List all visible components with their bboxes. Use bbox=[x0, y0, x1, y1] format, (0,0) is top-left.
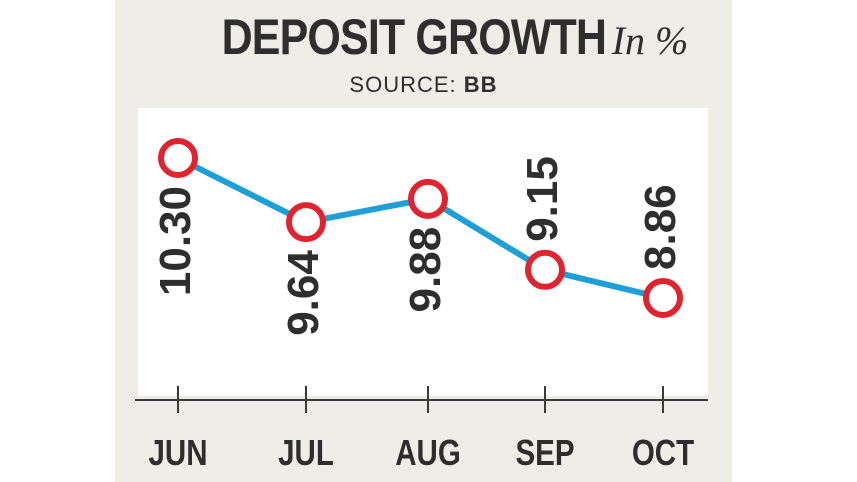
plot-area bbox=[138, 108, 708, 396]
chart-unit: In % bbox=[611, 18, 689, 63]
data-point-aug bbox=[408, 178, 448, 219]
x-tick-label-oct: OCT bbox=[632, 432, 694, 472]
chart-source: SOURCE: BB bbox=[115, 72, 732, 98]
source-prefix: SOURCE: bbox=[349, 72, 457, 97]
title-row: DEPOSIT GROWTH In % bbox=[115, 8, 732, 70]
data-label-aug: 9.88 bbox=[401, 227, 450, 313]
data-label-sep: 9.15 bbox=[518, 156, 567, 242]
x-tick-label-aug: AUG bbox=[395, 432, 461, 472]
data-point-oct bbox=[643, 278, 683, 318]
chart-title: DEPOSIT GROWTH bbox=[221, 9, 606, 65]
data-point-jul bbox=[286, 202, 326, 243]
data-label-oct: 8.86 bbox=[636, 184, 685, 270]
x-tick-label-sep: SEP bbox=[515, 432, 574, 472]
x-tick-label-jun: JUN bbox=[148, 432, 207, 472]
data-label-jul: 9.64 bbox=[279, 250, 328, 336]
data-label-jun: 10.30 bbox=[151, 186, 200, 296]
data-point-sep bbox=[525, 249, 565, 290]
x-tick-label-jul: JUL bbox=[278, 432, 334, 472]
source-name: BB bbox=[463, 72, 498, 97]
data-point-jun bbox=[158, 138, 198, 178]
